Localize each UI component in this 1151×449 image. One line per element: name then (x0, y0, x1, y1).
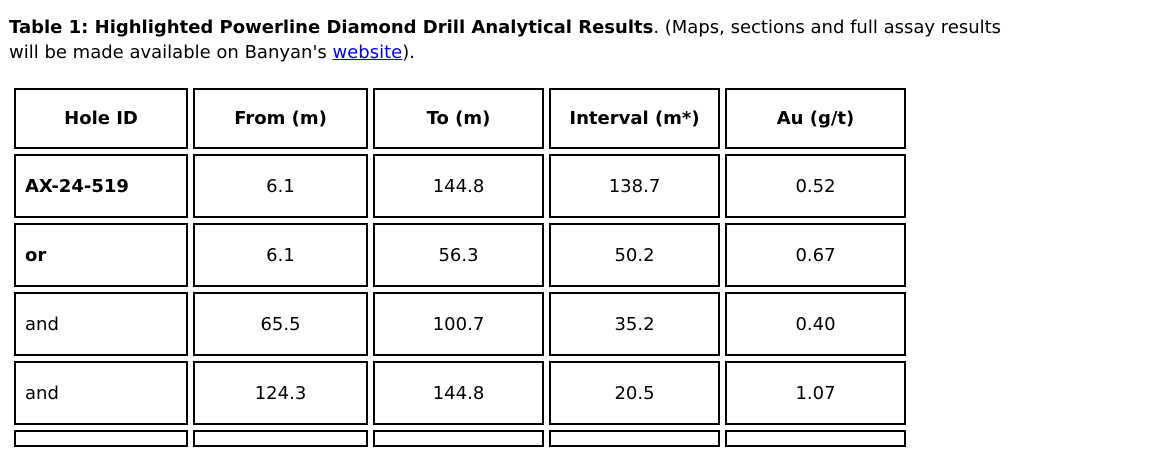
to-cell: 144.8 (373, 154, 544, 218)
from-cell: 6.1 (193, 154, 368, 218)
empty-cell (373, 430, 544, 447)
interval-cell: 50.2 (549, 223, 720, 287)
caption-closing-text: ). (402, 42, 415, 63)
interval-cell: 138.7 (549, 154, 720, 218)
header-hole-id: Hole ID (14, 88, 188, 149)
empty-cell (14, 430, 188, 447)
hole-id-cell: or (14, 223, 188, 287)
from-cell: 65.5 (193, 292, 368, 356)
header-to: To (m) (373, 88, 544, 149)
table-row: and 65.5 100.7 35.2 0.40 (14, 292, 906, 356)
from-cell: 6.1 (193, 223, 368, 287)
empty-cell (193, 430, 368, 447)
au-cell: 0.67 (725, 223, 906, 287)
website-link[interactable]: website (332, 42, 403, 63)
caption-regular-text: . (Maps, sections and full assay results (653, 17, 1002, 38)
hole-id-cell: and (14, 292, 188, 356)
header-interval: Interval (m*) (549, 88, 720, 149)
au-cell: 1.07 (725, 361, 906, 425)
table-caption: Table 1: Highlighted Powerline Diamond D… (9, 15, 1141, 65)
interval-cell: 20.5 (549, 361, 720, 425)
table-row: AX-24-519 6.1 144.8 138.7 0.52 (14, 154, 906, 218)
empty-cell (549, 430, 720, 447)
header-au: Au (g/t) (725, 88, 906, 149)
interval-cell: 35.2 (549, 292, 720, 356)
table-row: and 124.3 144.8 20.5 1.07 (14, 361, 906, 425)
au-cell: 0.52 (725, 154, 906, 218)
empty-cell (725, 430, 906, 447)
drill-results-table: Hole ID From (m) To (m) Interval (m*) Au… (9, 83, 911, 449)
header-row: Hole ID From (m) To (m) Interval (m*) Au… (14, 88, 906, 149)
au-cell: 0.40 (725, 292, 906, 356)
hole-id-cell: AX-24-519 (14, 154, 188, 218)
to-cell: 56.3 (373, 223, 544, 287)
empty-spacer-row (14, 430, 906, 447)
caption-line2-text: will be made available on Banyan's (9, 42, 333, 63)
hole-id-cell: and (14, 361, 188, 425)
to-cell: 144.8 (373, 361, 544, 425)
from-cell: 124.3 (193, 361, 368, 425)
caption-bold-title: Table 1: Highlighted Powerline Diamond D… (9, 17, 654, 38)
to-cell: 100.7 (373, 292, 544, 356)
table-row: or 6.1 56.3 50.2 0.67 (14, 223, 906, 287)
header-from: From (m) (193, 88, 368, 149)
